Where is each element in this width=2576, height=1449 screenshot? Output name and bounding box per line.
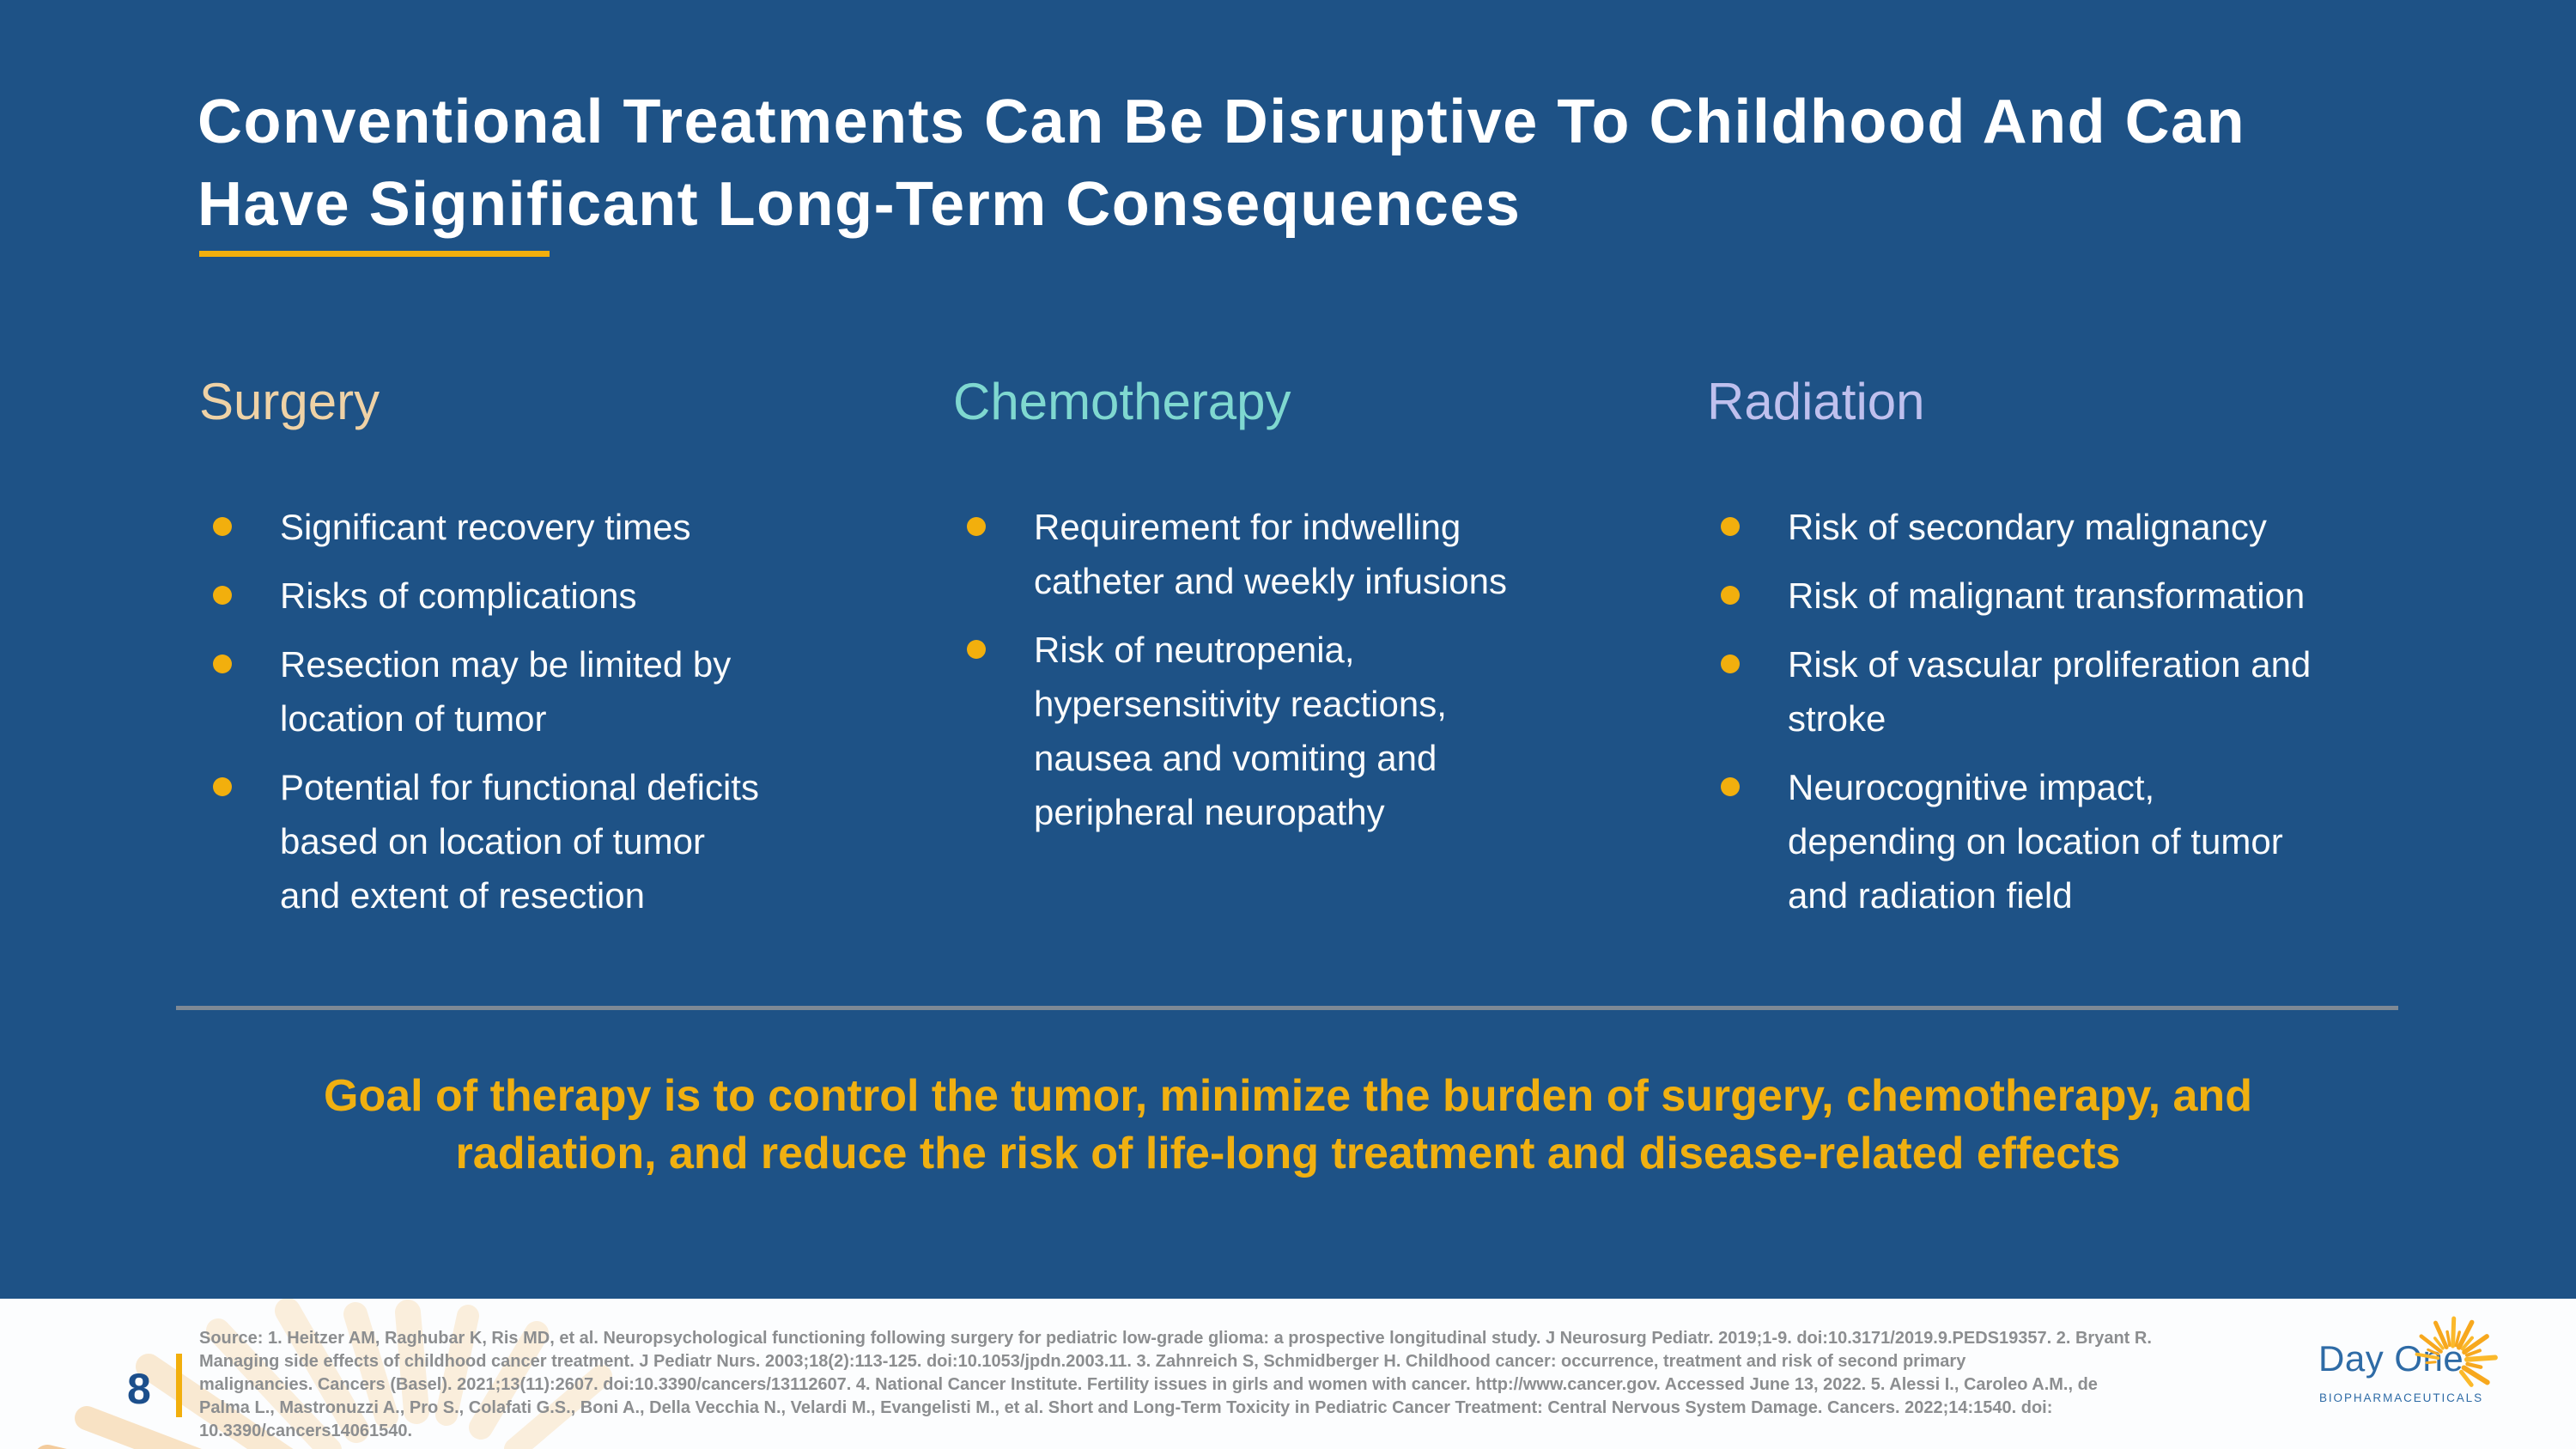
list-item: Risk of secondary malignancy	[1707, 500, 2445, 554]
bullet-text: Risks of complications	[280, 575, 637, 616]
sunburst-decoration	[37, 1299, 612, 1449]
list-item: Resection may be limited by location of …	[199, 637, 886, 746]
bullet-dot-icon	[213, 777, 232, 796]
divider-line	[176, 1006, 2398, 1010]
column-surgery: Surgery Significant recovery times Risks…	[199, 371, 886, 937]
bullet-dot-icon	[967, 517, 986, 536]
column-radiation: Radiation Risk of secondary malignancy R…	[1707, 371, 2445, 937]
bullet-text: Requirement for indwelling catheter and …	[1034, 507, 1507, 601]
bullet-text: Potential for functional deficits based …	[280, 767, 759, 916]
bullet-dot-icon	[1721, 777, 1740, 796]
footer: 8 Source: 1. Heitzer AM, Raghubar K, Ris…	[0, 1299, 2576, 1449]
bullet-text: Risk of neutropenia, hypersensitivity re…	[1034, 630, 1447, 832]
list-item: Neurocognitive impact, depending on loca…	[1707, 760, 2445, 922]
list-item: Potential for functional deficits based …	[199, 760, 886, 922]
bullet-text: Risk of secondary malignancy	[1788, 507, 2267, 547]
bullet-dot-icon	[213, 517, 232, 536]
bullet-text: Significant recovery times	[280, 507, 691, 547]
column-chemotherapy: Chemotherapy Requirement for indwelling …	[953, 371, 1657, 854]
list-item: Significant recovery times	[199, 500, 886, 554]
page-number: 8	[127, 1365, 151, 1413]
list-item: Requirement for indwelling catheter and …	[953, 500, 1657, 608]
slide-title: Conventional Treatments Can Be Disruptiv…	[197, 88, 2246, 239]
chemotherapy-bullet-list: Requirement for indwelling catheter and …	[953, 500, 1657, 839]
list-item: Risk of vascular proliferation and strok…	[1707, 637, 2445, 746]
bullet-dot-icon	[213, 654, 232, 673]
list-item: Risk of malignant transformation	[1707, 569, 2445, 623]
bullet-text: Risk of vascular proliferation and strok…	[1788, 644, 2312, 739]
column-header-radiation: Radiation	[1707, 373, 1925, 430]
source-citations: Source: 1. Heitzer AM, Raghubar K, Ris M…	[199, 1329, 2152, 1440]
surgery-bullet-list: Significant recovery times Risks of comp…	[199, 500, 886, 922]
bullet-text: Risk of malignant transformation	[1788, 575, 2306, 616]
bullet-text: Neurocognitive impact, depending on loca…	[1788, 767, 2283, 916]
goal-statement: Goal of therapy is to control the tumor,…	[324, 1071, 2252, 1178]
logo-sunburst-icon	[2415, 1316, 2498, 1387]
bullet-dot-icon	[1721, 517, 1740, 536]
day-one-logo-subtext: BIOPHARMACEUTICALS	[2319, 1391, 2483, 1404]
radiation-bullet-list: Risk of secondary malignancy Risk of mal…	[1707, 500, 2445, 922]
title-underline	[199, 251, 550, 257]
list-item: Risks of complications	[199, 569, 886, 623]
bullet-dot-icon	[1721, 654, 1740, 673]
bullet-text: Resection may be limited by location of …	[280, 644, 732, 739]
column-header-surgery: Surgery	[199, 373, 380, 430]
bullet-dot-icon	[967, 640, 986, 659]
bullet-dot-icon	[1721, 586, 1740, 605]
column-header-chemotherapy: Chemotherapy	[953, 373, 1291, 430]
list-item: Risk of neutropenia, hypersensitivity re…	[953, 623, 1657, 839]
bullet-dot-icon	[213, 586, 232, 605]
page-number-divider	[176, 1354, 182, 1417]
